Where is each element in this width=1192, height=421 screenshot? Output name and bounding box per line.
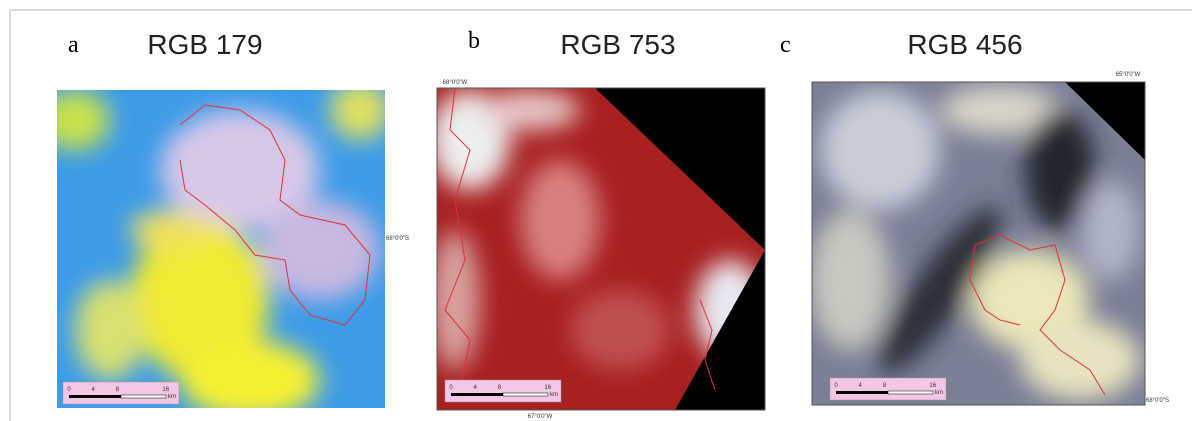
coordinate-label: 68°0'0"W <box>443 80 468 86</box>
scale-bar-white <box>888 391 933 394</box>
image-b <box>430 88 765 410</box>
scale-tick-label: 16 <box>929 383 936 389</box>
image-a <box>40 80 390 420</box>
coordinate-label: 68°0'0"S <box>386 236 409 242</box>
scale-box <box>830 378 946 400</box>
scale-unit: km <box>935 390 943 396</box>
scale-bar-black <box>836 391 888 394</box>
panel-title: RGB 456 <box>907 29 1022 60</box>
scale-unit: km <box>550 392 558 398</box>
coordinate-label: 65°0'0"W <box>1116 72 1141 78</box>
scale-tick-label: 16 <box>544 385 551 391</box>
scale-bar-white <box>121 395 166 398</box>
panel-label: b <box>468 28 480 54</box>
figure: aRGB 17904816km68°0'0"SbRGB 75304816km68… <box>0 0 1192 421</box>
scale-tick-label: 16 <box>162 387 169 393</box>
scale-bar-white <box>503 393 548 396</box>
scale-unit: km <box>168 394 176 400</box>
panel-label: c <box>780 32 791 58</box>
scale-box <box>445 380 561 402</box>
coordinate-label: 67°0'0"W <box>528 414 553 420</box>
scale-bar-black <box>451 393 503 396</box>
coordinate-label: 68°0'0"S <box>1146 398 1169 404</box>
panel-title: RGB 179 <box>147 29 262 60</box>
scale-bar-black <box>69 395 121 398</box>
image-c <box>810 82 1145 405</box>
panel-label: a <box>68 32 79 58</box>
scale-box <box>63 382 179 404</box>
panel-title: RGB 753 <box>560 29 675 60</box>
